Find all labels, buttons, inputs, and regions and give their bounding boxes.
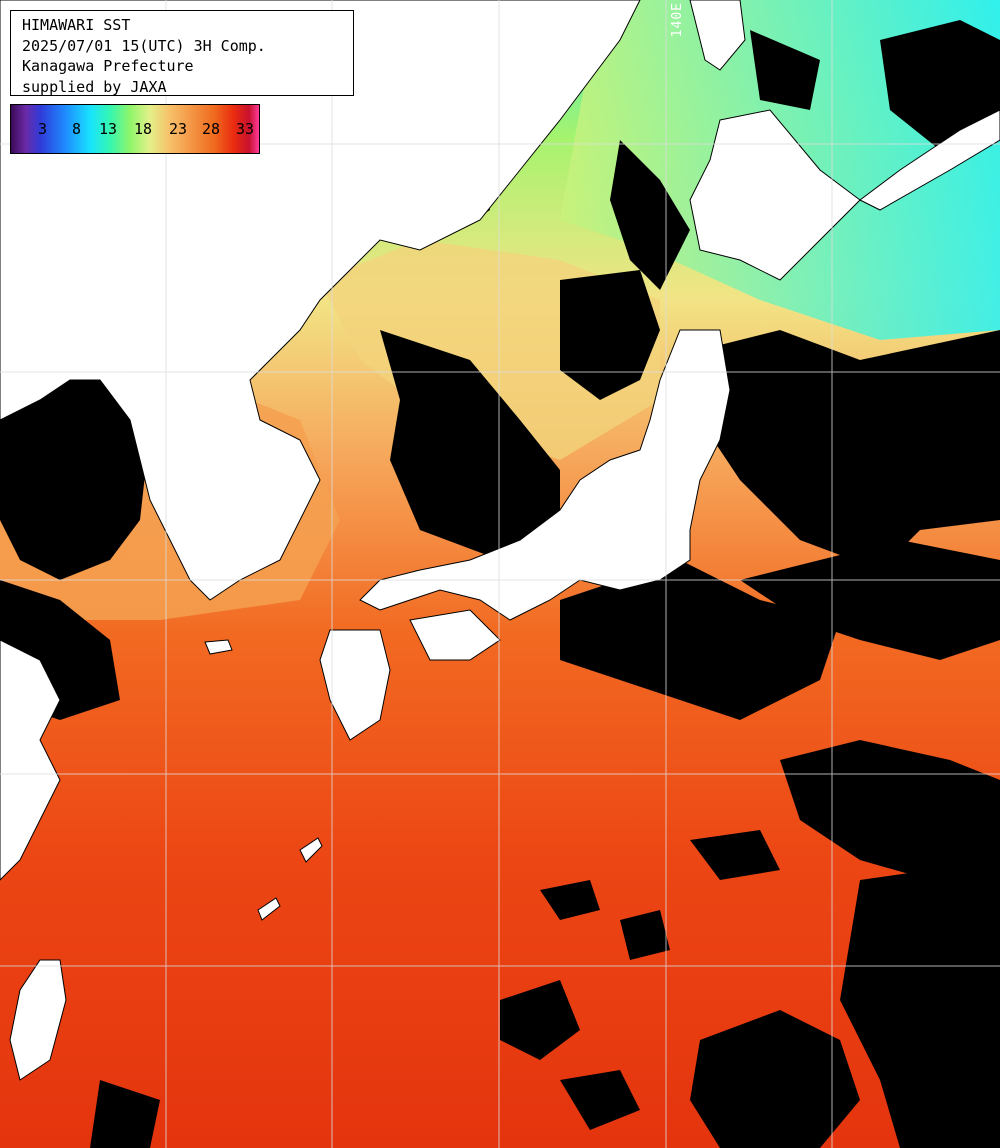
legend-tick: 8	[72, 120, 82, 138]
legend-tick: 23	[169, 120, 188, 138]
china-coast-south	[0, 639, 61, 881]
sakhalin	[689, 0, 746, 71]
ryukyu-islands	[299, 837, 323, 863]
legend-tick: 18	[134, 120, 153, 138]
legend-tick: 33	[236, 120, 255, 138]
region-line: Kanagawa Prefecture	[22, 57, 194, 75]
legend-tick: 13	[99, 120, 118, 138]
info-box: HIMAWARI SST 2025/07/01 15(UTC) 3H Comp.…	[10, 10, 354, 96]
jeju	[204, 639, 233, 655]
longitude-label: 140E	[670, 2, 685, 38]
supplier-line: supplied by JAXA	[22, 77, 167, 96]
honshu	[359, 329, 731, 621]
okinawa	[257, 897, 281, 921]
legend-tick: 3	[38, 120, 48, 138]
kuril-islands	[859, 109, 1000, 211]
timestamp-line: 2025/07/01 15(UTC) 3H Comp.	[22, 36, 266, 55]
kyushu	[319, 629, 391, 741]
title-line: HIMAWARI SST	[22, 16, 131, 34]
cloud-cover	[0, 20, 1000, 1148]
color-scale-legend: 3 8 13 18 23 28 33	[10, 104, 260, 154]
legend-tick: 28	[202, 120, 221, 138]
taiwan	[9, 959, 67, 1081]
hokkaido	[689, 109, 861, 281]
shikoku	[409, 609, 501, 661]
